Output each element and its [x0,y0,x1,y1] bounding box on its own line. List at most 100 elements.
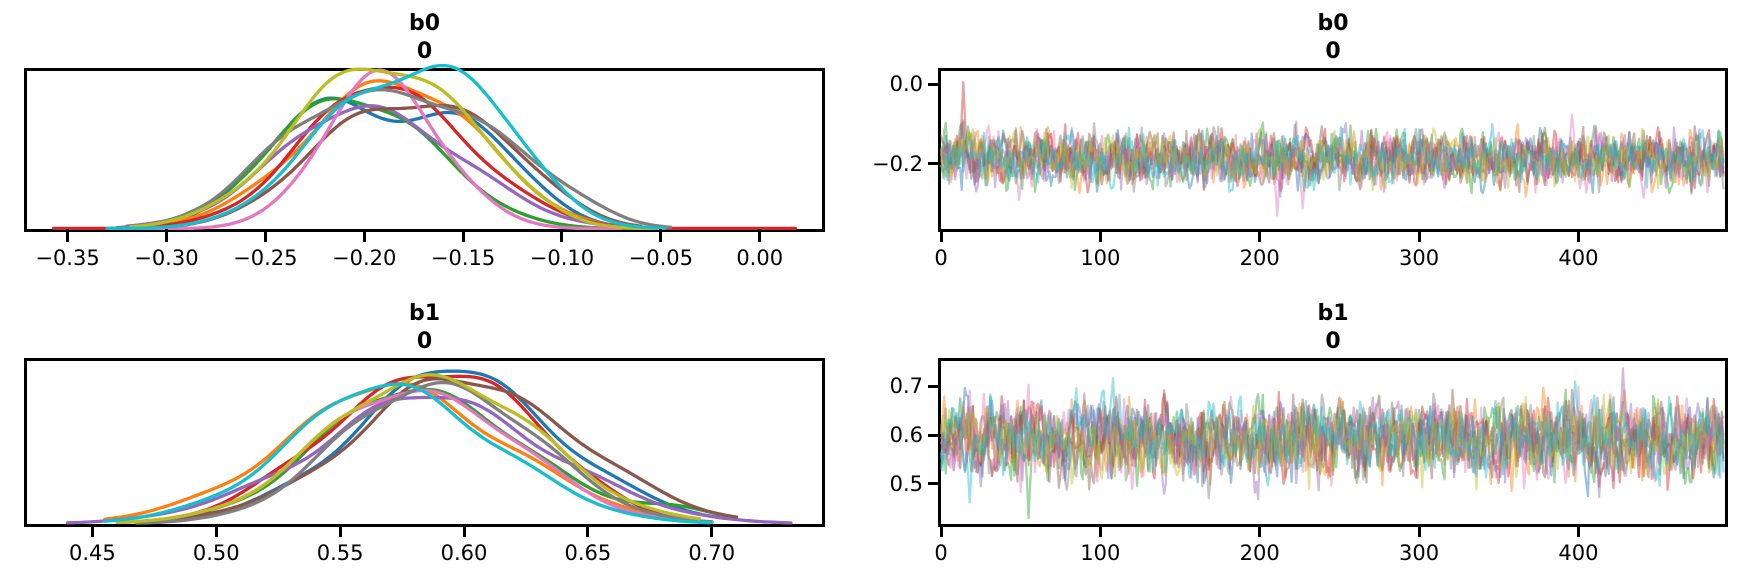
trace-line-chain-1 [939,122,1725,198]
axes-b1-trace: 0 100 200 300 400 0.7 0.6 0.5 [890,358,1728,565]
axes-b1-density: 0.45 0.50 0.55 0.60 0.65 0.70 [24,358,825,565]
x-tick-mark [1576,524,1580,537]
x-tick-label: −0.05 [628,246,693,270]
subplot-title: b1 [408,301,441,326]
kde-curve-chain-5 [140,377,739,524]
x-tick-label: −0.30 [134,246,199,270]
x-tick-mark [164,229,168,242]
trace-line-chain-4 [939,367,1725,501]
trace-line-chain-0 [939,126,1725,195]
subplot-b1-trace: b1 0 0 100 200 300 400 0.7 0.6 0.5 [872,294,1744,588]
y-tick-label: 0.0 [889,72,923,97]
x-tick-mark [462,524,466,537]
y-tick-mark [928,384,941,388]
trace-line-chain-9 [939,377,1725,504]
x-tick-mark [1258,229,1262,242]
x-tick-label: 0 [934,246,948,270]
subplot-b1-density: b1 0 0.45 0.50 0.55 0.60 0.65 0.70 [0,294,872,588]
x-tick-label: 300 [1399,541,1440,565]
y-tick-mark [928,162,941,166]
trace-line-chain-4 [939,120,1725,198]
x-tick-label: 0.45 [69,541,116,565]
kde-curve-chain-9 [103,382,714,525]
subplot-subtitle: 0 [1325,329,1341,354]
y-tick-mark [928,82,941,86]
axes-b0-trace: 0 100 200 300 400 0.0 −0.2 [872,68,1728,270]
x-tick-label: −0.10 [529,246,595,270]
trace-line-chain-3 [939,81,1725,194]
x-tick-mark [710,524,714,537]
kde-curve-chain-4 [125,104,663,231]
subplot-title: b0 [1317,11,1349,36]
x-tick-label: 0.00 [736,246,784,270]
x-tick-label: 200 [1239,246,1280,270]
y-tick-mark [928,433,941,437]
x-tick-label: 0.60 [440,541,488,565]
x-tick-mark [939,229,943,242]
trace-line-chain-8 [939,127,1725,192]
axes-b0-density: −0.35 −0.30 −0.25 −0.20 −0.15 −0.10 −0.05 0.00 [24,63,825,270]
y-tick-label: 0.5 [889,471,923,496]
x-tick-mark [659,229,663,242]
x-tick-mark [758,229,762,242]
kde-curve-chain-7 [115,88,673,230]
subplot-subtitle: 0 [416,329,433,354]
kde-curve-chain-3 [52,85,797,231]
x-tick-mark [1417,524,1421,537]
x-tick-label: 300 [1399,246,1440,270]
kde-curve-chain-6 [121,68,623,231]
trace-line-chain-8 [939,393,1725,491]
x-tick-label: 100 [1080,541,1121,565]
trace-lines-canvas [939,367,1725,520]
kde-curve-chain-9 [105,63,667,231]
trace-line-chain-2 [939,388,1725,520]
x-tick-label: −0.15 [430,246,496,270]
y-tick-label: 0.7 [889,374,923,399]
trace-line-chain-3 [939,389,1725,491]
x-tick-mark [1417,229,1421,242]
y-tick-label: −0.2 [872,151,923,176]
x-tick-label: 400 [1558,246,1599,270]
x-tick-mark [1576,229,1580,242]
x-tick-mark [90,524,94,537]
trace-line-chain-0 [939,386,1725,498]
x-tick-label: 0 [934,541,948,565]
kde-curves-canvas [52,63,797,231]
x-tick-label: 0.70 [688,541,736,565]
y-tick-label: 0.6 [889,423,923,448]
kde-curve-chain-4 [65,395,793,525]
x-tick-mark [66,229,70,242]
subplot-b0-trace: b0 0 0 100 200 300 400 0.0 −0.2 [872,0,1744,294]
x-tick-mark [1098,229,1102,242]
x-tick-mark [939,524,943,537]
trace-line-chain-5 [939,125,1725,195]
x-tick-label: 200 [1239,541,1280,565]
x-tick-mark [586,524,590,537]
x-tick-mark [560,229,564,242]
x-tick-label: 0.65 [564,541,612,565]
x-tick-label: −0.20 [331,246,397,270]
x-tick-mark [461,229,465,242]
y-tick-mark [928,482,941,486]
x-tick-mark [263,229,267,242]
subplot-title: b0 [408,11,441,36]
kde-curve-chain-8 [115,373,702,525]
x-tick-label: 0.55 [316,541,364,565]
trace-line-chain-6 [939,113,1725,217]
x-tick-label: 400 [1558,541,1599,565]
x-tick-label: −0.25 [233,246,298,270]
x-tick-label: −0.35 [35,246,100,270]
trace-line-chain-7 [939,392,1725,500]
x-tick-mark [1098,524,1102,537]
trace-line-chain-9 [939,123,1725,193]
x-tick-mark [1258,524,1262,537]
trace-line-chain-5 [939,388,1725,491]
subplot-subtitle: 0 [1325,39,1341,64]
trace-line-chain-2 [939,121,1725,195]
x-tick-label: 100 [1080,246,1121,270]
subplot-b0-density: b0 0 −0.35 −0.30 −0.25 −0.20 −0.15 −0.10 −0.05… [0,0,872,294]
trace-line-chain-7 [939,119,1725,194]
kde-curves-canvas [65,369,793,525]
x-tick-label: 0.50 [192,541,240,565]
